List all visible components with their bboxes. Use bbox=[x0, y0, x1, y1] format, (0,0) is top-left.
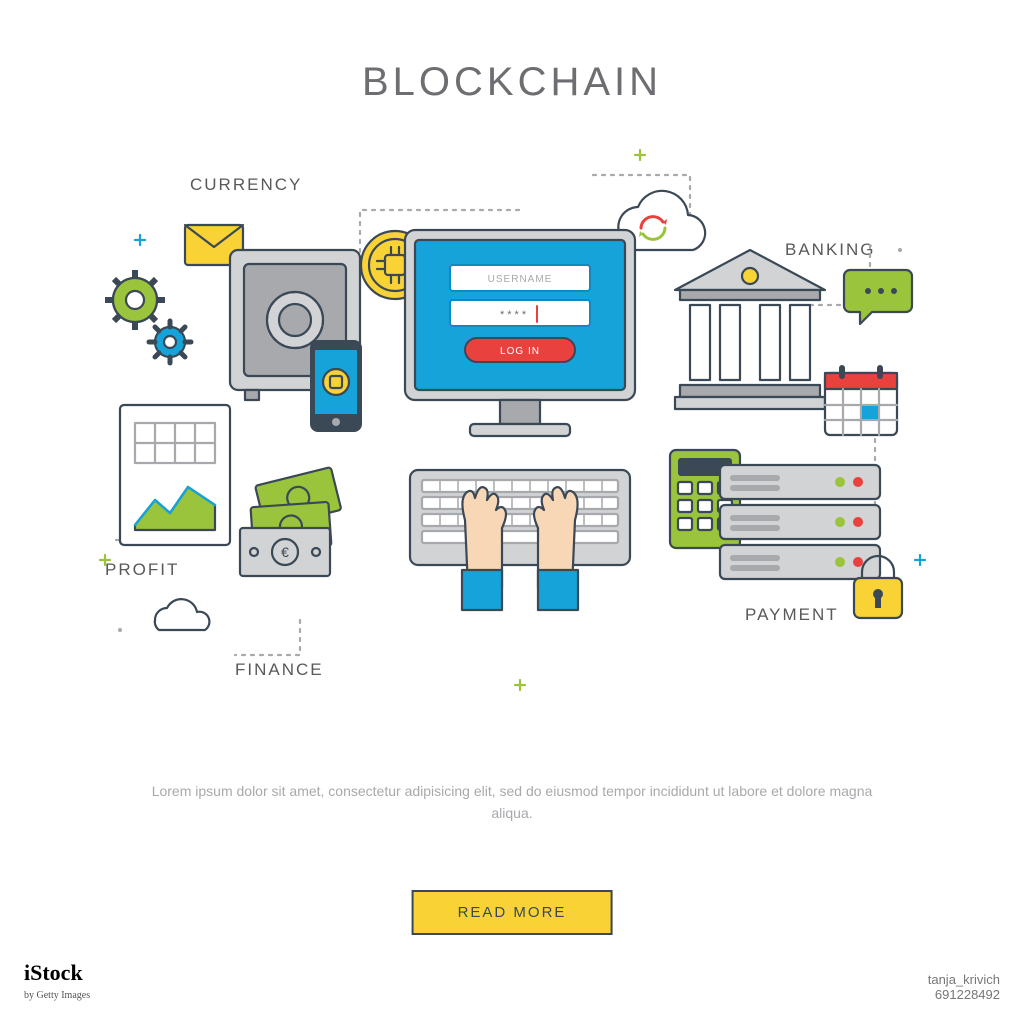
read-more-button[interactable]: READ MORE bbox=[412, 890, 613, 935]
report-icon bbox=[120, 405, 230, 545]
gears-icon bbox=[105, 270, 191, 363]
monitor-icon: USERNAME **** LOG IN bbox=[405, 230, 635, 436]
password-field[interactable]: **** bbox=[500, 309, 529, 321]
cloud-small-icon bbox=[155, 599, 210, 630]
login-button[interactable]: LOG IN bbox=[500, 346, 540, 357]
money-icon: € bbox=[240, 467, 341, 576]
watermark-author: tanja_krivich 691228492 bbox=[928, 972, 1000, 1002]
bank-icon bbox=[675, 250, 825, 409]
server-icon bbox=[720, 465, 880, 579]
smartphone-icon bbox=[310, 340, 362, 432]
keyboard-icon bbox=[410, 470, 630, 610]
infographic-scene: € bbox=[50, 130, 970, 700]
page-title: BLOCKCHAIN bbox=[0, 60, 1024, 105]
description-text: Lorem ipsum dolor sit amet, consectetur … bbox=[140, 780, 884, 825]
svg-text:€: € bbox=[281, 544, 289, 560]
calendar-icon bbox=[825, 365, 897, 435]
watermark-brand: iStock by Getty Images bbox=[24, 960, 90, 1002]
chat-icon bbox=[844, 270, 912, 324]
username-field[interactable]: USERNAME bbox=[488, 274, 553, 285]
